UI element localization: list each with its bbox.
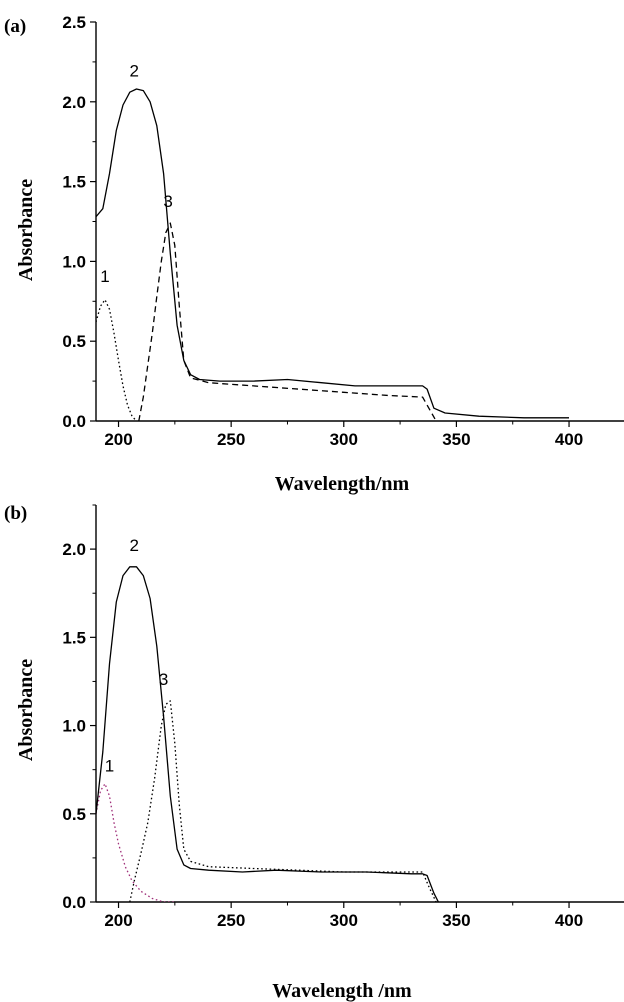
series-label-1: 1	[100, 267, 109, 286]
x-tick-label: 200	[104, 430, 132, 449]
x-tick-label: 350	[442, 430, 470, 449]
series-line-1	[96, 299, 137, 421]
y-tick-label: 2.0	[62, 540, 86, 559]
x-axis-title: Wavelength/nm	[275, 473, 410, 495]
y-axis-title: Absorbance	[15, 179, 37, 281]
x-tick-label: 300	[330, 911, 358, 930]
series-label-2: 2	[130, 536, 139, 555]
series-line-3	[138, 222, 437, 421]
series-line-2	[96, 88, 569, 419]
x-tick-label: 400	[555, 430, 583, 449]
x-tick-label: 300	[330, 430, 358, 449]
y-tick-label: 2.5	[62, 13, 86, 32]
series-line-3	[129, 700, 437, 902]
x-tick-label: 200	[104, 911, 132, 930]
series-line-2	[96, 566, 439, 902]
x-tick-label: 250	[217, 430, 245, 449]
y-axis-title: Absorbance	[15, 659, 37, 761]
chart-panel-b: 200 250 300 350 400 0.0 0.5 1.0 1.5 2.0 Wavelength…	[4, 503, 624, 1002]
x-axis-title: Wavelength /nm	[272, 980, 412, 1002]
y-tick-label: 2.0	[62, 93, 86, 112]
chart-panel-a: 200 250 300 350 400 0.0 0.5 1.0 1.5 2.0 2.5 Wavelen…	[4, 13, 624, 495]
y-tick-label: 0.0	[62, 412, 86, 431]
y-tick-label: 1.5	[62, 628, 86, 647]
y-tick-label: 1.5	[62, 173, 86, 192]
y-tick-label: 1.0	[62, 252, 86, 271]
panel-label: (a)	[4, 16, 26, 37]
y-tick-label: 0.5	[62, 332, 86, 351]
y-tick-label: 0.5	[62, 805, 86, 824]
panel-label: (b)	[4, 503, 27, 524]
y-tick-label: 0.0	[62, 893, 86, 912]
series-label-3: 3	[163, 192, 172, 211]
series-label-1: 1	[105, 756, 114, 775]
series-label-2: 2	[130, 61, 139, 80]
series-line-1	[96, 783, 175, 902]
x-tick-label: 400	[555, 911, 583, 930]
y-tick-label: 1.0	[62, 717, 86, 736]
x-tick-label: 250	[217, 911, 245, 930]
x-tick-label: 350	[442, 911, 470, 930]
series-label-3: 3	[159, 670, 168, 689]
